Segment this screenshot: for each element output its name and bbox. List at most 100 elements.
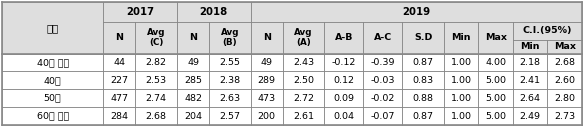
Text: 2.80: 2.80 <box>554 94 575 103</box>
Bar <box>547 89 582 107</box>
Bar <box>251 2 582 22</box>
Bar <box>513 54 547 71</box>
Text: 2.50: 2.50 <box>293 76 314 85</box>
Bar <box>209 71 251 89</box>
Bar <box>177 2 251 22</box>
Bar <box>324 71 363 89</box>
Bar <box>363 71 402 89</box>
Text: 2.64: 2.64 <box>520 94 541 103</box>
Text: 0.88: 0.88 <box>413 94 434 103</box>
Text: 482: 482 <box>184 94 202 103</box>
Text: 2.68: 2.68 <box>145 112 166 121</box>
Bar <box>324 22 363 54</box>
Bar <box>363 22 402 54</box>
Text: N: N <box>189 33 197 42</box>
Bar <box>444 22 478 54</box>
Bar <box>251 107 283 125</box>
Text: 1.00: 1.00 <box>451 58 472 67</box>
Bar <box>444 71 478 89</box>
Text: 2.60: 2.60 <box>554 76 575 85</box>
Text: 0.04: 0.04 <box>333 112 354 121</box>
Bar <box>103 107 135 125</box>
Text: 40대: 40대 <box>44 76 61 85</box>
Text: A-C: A-C <box>374 33 392 42</box>
Bar <box>283 89 324 107</box>
Text: 0.12: 0.12 <box>333 76 354 85</box>
Bar <box>513 71 547 89</box>
Bar <box>283 71 324 89</box>
Bar <box>547 71 582 89</box>
Text: 1.00: 1.00 <box>451 94 472 103</box>
Text: 2.74: 2.74 <box>145 94 166 103</box>
Bar <box>363 89 402 107</box>
Bar <box>513 89 547 107</box>
Bar <box>283 22 324 54</box>
Bar <box>135 54 177 71</box>
Bar <box>177 107 209 125</box>
Bar <box>324 89 363 107</box>
Bar <box>402 89 444 107</box>
Text: Max: Max <box>485 33 507 42</box>
Text: Min: Min <box>451 33 471 42</box>
Bar <box>135 71 177 89</box>
Text: Avg
(A): Avg (A) <box>294 28 313 47</box>
Bar <box>402 54 444 71</box>
Bar <box>478 89 513 107</box>
Text: 2.57: 2.57 <box>220 112 241 121</box>
Bar <box>513 107 547 125</box>
Text: -0.07: -0.07 <box>371 112 395 121</box>
Bar <box>283 107 324 125</box>
Text: 0.87: 0.87 <box>413 58 434 67</box>
Text: 40세 미만: 40세 미만 <box>37 58 69 67</box>
Text: 4.00: 4.00 <box>485 58 506 67</box>
Bar <box>547 40 582 54</box>
Text: 477: 477 <box>110 94 128 103</box>
Text: -0.03: -0.03 <box>371 76 395 85</box>
Text: 5.00: 5.00 <box>485 112 506 121</box>
Text: N: N <box>263 33 270 42</box>
Bar <box>251 89 283 107</box>
Text: 284: 284 <box>110 112 128 121</box>
Bar <box>478 54 513 71</box>
Bar <box>177 54 209 71</box>
Bar <box>103 2 177 22</box>
Text: 2.43: 2.43 <box>293 58 314 67</box>
Bar <box>513 22 582 40</box>
Text: 구분: 구분 <box>47 23 59 33</box>
Bar <box>444 54 478 71</box>
Text: 5.00: 5.00 <box>485 94 506 103</box>
Bar <box>209 22 251 54</box>
Text: 200: 200 <box>258 112 276 121</box>
Text: Avg
(C): Avg (C) <box>147 28 165 47</box>
Bar <box>135 89 177 107</box>
Text: 2.53: 2.53 <box>145 76 167 85</box>
Text: 5.00: 5.00 <box>485 76 506 85</box>
Bar <box>135 107 177 125</box>
Bar <box>478 71 513 89</box>
Text: N: N <box>116 33 123 42</box>
Bar <box>251 54 283 71</box>
Bar <box>363 54 402 71</box>
Text: 227: 227 <box>110 76 128 85</box>
Bar <box>209 89 251 107</box>
Text: 44: 44 <box>113 58 126 67</box>
Text: -0.12: -0.12 <box>332 58 356 67</box>
Text: 0.87: 0.87 <box>413 112 434 121</box>
Bar <box>402 22 444 54</box>
Bar <box>513 40 547 54</box>
Bar <box>2 107 103 125</box>
Text: 2.55: 2.55 <box>220 58 241 67</box>
Text: 2.41: 2.41 <box>520 76 541 85</box>
Bar <box>103 89 135 107</box>
Text: 2019: 2019 <box>402 7 430 17</box>
Bar <box>324 54 363 71</box>
Text: 0.83: 0.83 <box>413 76 434 85</box>
Text: 49: 49 <box>187 58 199 67</box>
Text: 2.73: 2.73 <box>554 112 575 121</box>
Bar <box>177 71 209 89</box>
Bar <box>177 89 209 107</box>
Bar <box>251 22 283 54</box>
Text: 1.00: 1.00 <box>451 112 472 121</box>
Text: S.D: S.D <box>414 33 432 42</box>
Text: 2018: 2018 <box>200 7 228 17</box>
